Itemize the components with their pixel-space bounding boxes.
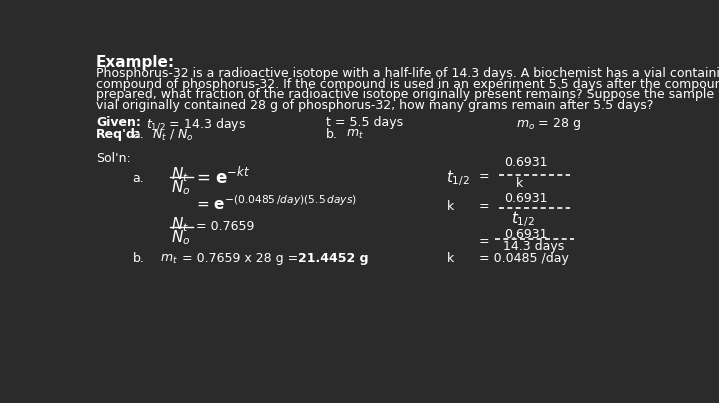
Text: Sol'n:: Sol'n:: [96, 152, 131, 165]
Text: 14.3 days: 14.3 days: [503, 240, 564, 253]
Text: $m_o$ = 28 g: $m_o$ = 28 g: [516, 116, 581, 132]
Text: b.: b.: [326, 128, 338, 141]
Text: Example:: Example:: [96, 54, 175, 70]
Text: $t_{1/2}$: $t_{1/2}$: [446, 168, 470, 188]
Text: =: =: [479, 200, 490, 213]
Text: t = 5.5 days: t = 5.5 days: [326, 116, 403, 129]
Text: Req'd:: Req'd:: [96, 128, 141, 141]
Text: $N_t$: $N_t$: [171, 165, 189, 184]
Text: 21.4452 g: 21.4452 g: [298, 252, 368, 266]
Text: compound of phosphorus-32. If the compound is used in an experiment 5.5 days aft: compound of phosphorus-32. If the compou…: [96, 78, 719, 91]
Text: =: =: [479, 235, 490, 249]
Text: = 0.0485 /day: = 0.0485 /day: [479, 252, 569, 266]
Text: $N_o$: $N_o$: [171, 179, 191, 197]
Text: vial originally contained 28 g of phosphorus-32, how many grams remain after 5.5: vial originally contained 28 g of phosph…: [96, 99, 654, 112]
Text: $N_t$ / $N_o$: $N_t$ / $N_o$: [152, 128, 193, 143]
Text: Phosphorus-32 is a radioactive isotope with a half-life of 14.3 days. A biochemi: Phosphorus-32 is a radioactive isotope w…: [96, 67, 719, 80]
Text: a.: a.: [132, 172, 145, 185]
Text: =: =: [479, 170, 490, 183]
Text: 0.6931: 0.6931: [505, 156, 548, 169]
Text: $m_t$: $m_t$: [160, 252, 178, 266]
Text: $N_o$: $N_o$: [171, 229, 191, 247]
Text: Given:: Given:: [96, 116, 141, 129]
Text: = 0.7659 x 28 g =: = 0.7659 x 28 g =: [173, 252, 302, 266]
Text: = $\mathbf{e}^{-kt}$: = $\mathbf{e}^{-kt}$: [196, 167, 250, 188]
Text: k: k: [446, 252, 454, 266]
Text: = 0.7659: = 0.7659: [196, 220, 255, 233]
Text: $t_{1/2}$ = 14.3 days: $t_{1/2}$ = 14.3 days: [146, 116, 246, 133]
Text: k: k: [516, 177, 523, 190]
Text: a.: a.: [132, 128, 145, 141]
Text: $m_t$: $m_t$: [346, 128, 364, 141]
Text: k: k: [446, 200, 454, 213]
Text: = $\mathbf{e}^{-(0.0485\,/day)(5.5\,days)}$: = $\mathbf{e}^{-(0.0485\,/day)(5.5\,days…: [196, 195, 357, 213]
Text: prepared, what fraction of the radioactive isotope originally present remains? S: prepared, what fraction of the radioacti…: [96, 88, 719, 102]
Text: $t_{1/2}$: $t_{1/2}$: [510, 209, 534, 229]
Text: 0.6931: 0.6931: [505, 192, 548, 206]
Text: $N_t$: $N_t$: [171, 216, 189, 234]
Text: 0.6931: 0.6931: [505, 228, 548, 241]
Text: b.: b.: [132, 252, 145, 266]
